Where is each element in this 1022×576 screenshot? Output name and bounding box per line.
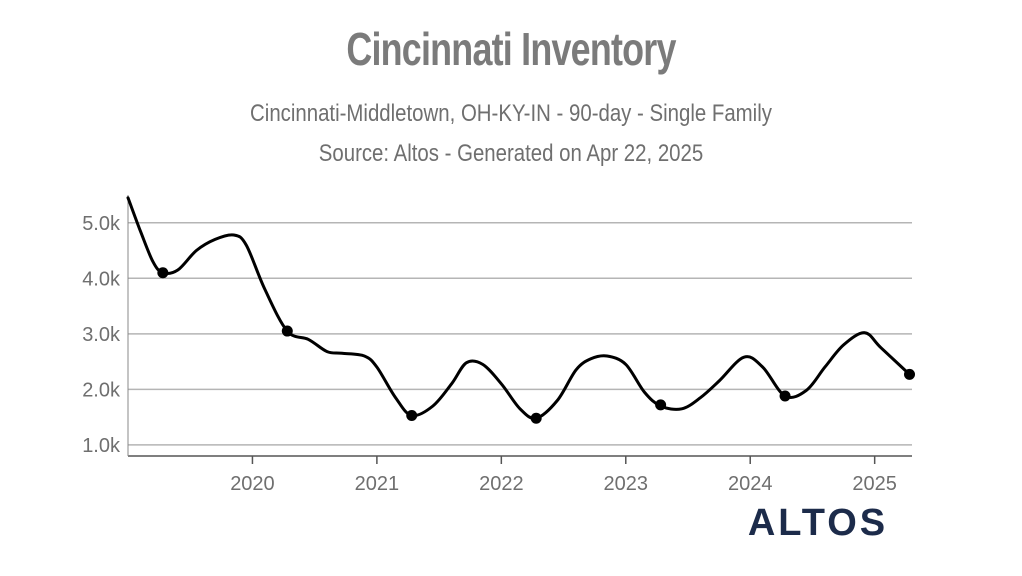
x-tick-label: 2022 [479, 473, 524, 495]
inventory-series-line [126, 196, 911, 420]
x-tick-label: 2020 [230, 473, 275, 495]
data-point-marker [530, 412, 542, 424]
grid-lines [127, 195, 912, 457]
y-tick-label: 2.0k [82, 379, 121, 401]
data-point-marker [157, 267, 169, 279]
y-tick-label: 3.0k [82, 324, 121, 346]
x-tick-label: 2025 [852, 473, 897, 495]
y-tick-label: 1.0k [82, 435, 121, 457]
chart-source-line: Source: Altos - Generated on Apr 22, 202… [318, 140, 704, 167]
y-tick-label: 4.0k [82, 268, 121, 290]
data-point-marker [281, 325, 293, 337]
x-tick-label: 2023 [604, 473, 649, 495]
altos-logo-text: ALTOS [748, 502, 888, 543]
marker-group [157, 267, 916, 424]
chart-subtitle: Cincinnati-Middletown, OH-KY-IN - 90-day… [250, 100, 772, 127]
data-point-marker [406, 409, 418, 421]
data-point-marker [779, 390, 791, 402]
series-group [126, 196, 911, 420]
y-tick-label: 5.0k [82, 213, 121, 235]
y-axis-ticks: 1.0k 2.0k 3.0k 4.0k 5.0k [82, 213, 121, 457]
chart-title: Cincinnati Inventory [346, 23, 676, 75]
x-tick-label: 2024 [728, 473, 773, 495]
data-point-marker [655, 399, 667, 411]
altos-logo: ALTOS [748, 502, 888, 543]
data-point-marker [904, 368, 916, 380]
x-axis-ticks: 2020 2021 2022 2023 2024 2025 [230, 456, 897, 495]
x-tick-label: 2021 [355, 473, 400, 495]
